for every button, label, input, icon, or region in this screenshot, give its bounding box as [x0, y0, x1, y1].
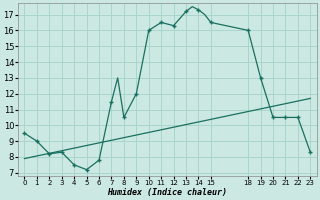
X-axis label: Humidex (Indice chaleur): Humidex (Indice chaleur) [108, 188, 228, 197]
